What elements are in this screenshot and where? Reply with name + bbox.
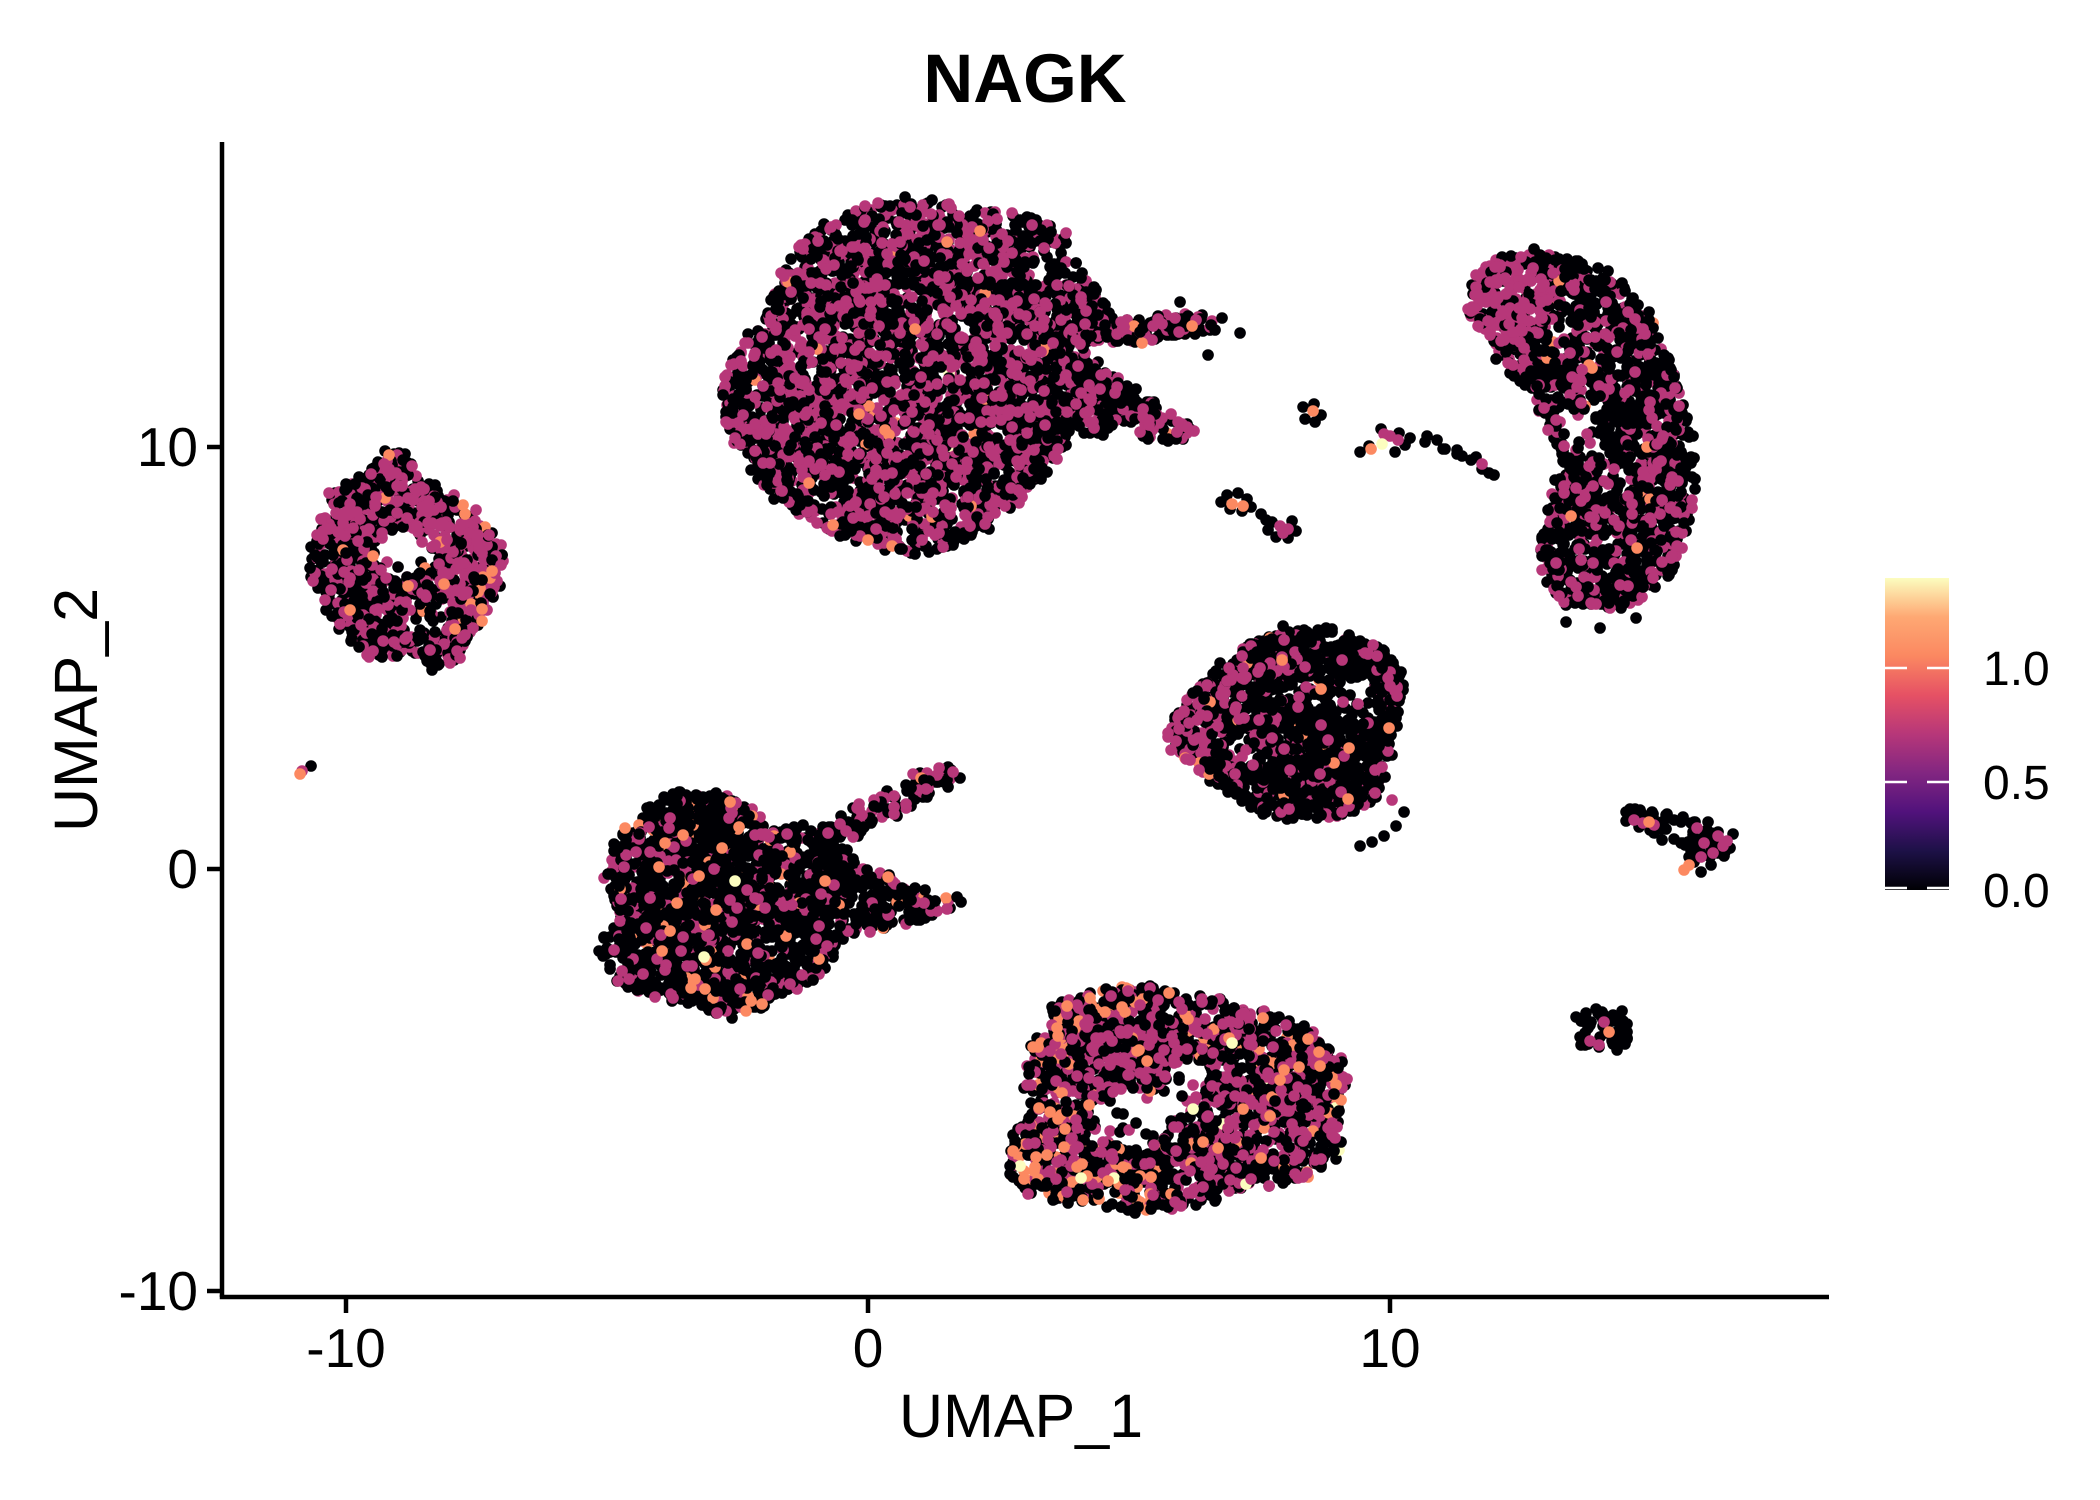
svg-text:-10: -10 [119, 1260, 199, 1322]
svg-text:0.0: 0.0 [1983, 865, 2050, 918]
svg-text:UMAP_2: UMAP_2 [42, 588, 110, 832]
svg-text:0: 0 [167, 838, 198, 900]
svg-text:0.5: 0.5 [1983, 757, 2050, 810]
svg-text:UMAP_1: UMAP_1 [899, 1382, 1143, 1450]
svg-text:1.0: 1.0 [1983, 643, 2050, 696]
svg-text:0: 0 [853, 1317, 884, 1379]
svg-text:NAGK: NAGK [923, 40, 1126, 117]
svg-text:10: 10 [137, 416, 198, 478]
svg-text:-10: -10 [306, 1317, 386, 1379]
svg-text:10: 10 [1359, 1317, 1420, 1379]
